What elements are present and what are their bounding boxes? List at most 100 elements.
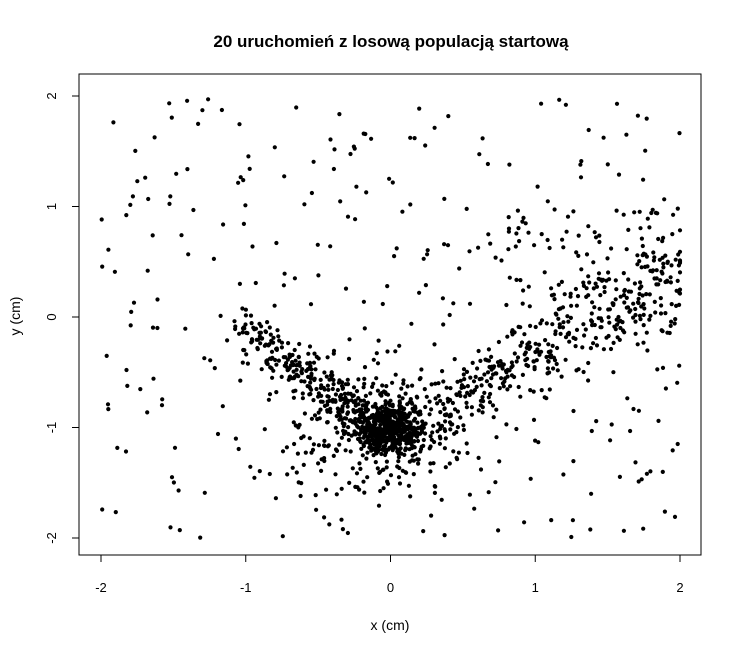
- data-point: [622, 330, 627, 335]
- data-point: [668, 280, 674, 285]
- data-point: [375, 388, 380, 393]
- data-point: [458, 393, 463, 398]
- data-point: [403, 391, 408, 396]
- data-point: [186, 252, 191, 257]
- data-point: [574, 327, 580, 332]
- data-point: [343, 286, 349, 291]
- data-point: [455, 425, 460, 430]
- data-point: [394, 246, 399, 251]
- data-point: [579, 159, 584, 164]
- data-point: [620, 320, 625, 325]
- data-point: [274, 240, 279, 246]
- data-point: [661, 265, 666, 270]
- data-point: [361, 385, 366, 390]
- data-point: [383, 399, 388, 404]
- data-point: [593, 335, 599, 341]
- data-point: [456, 450, 461, 455]
- data-point: [549, 518, 554, 523]
- data-point: [633, 460, 638, 465]
- data-point: [380, 467, 385, 472]
- data-point: [576, 233, 581, 238]
- data-point: [622, 287, 628, 293]
- data-point: [455, 457, 460, 462]
- data-point: [477, 152, 482, 157]
- data-point: [403, 434, 408, 439]
- data-point: [489, 364, 494, 369]
- data-point: [138, 387, 143, 392]
- data-point: [469, 412, 474, 417]
- data-point: [614, 101, 620, 106]
- data-point: [633, 306, 638, 312]
- data-point: [532, 367, 537, 372]
- data-point: [432, 342, 437, 347]
- data-point: [399, 430, 404, 435]
- data-point: [133, 148, 138, 153]
- data-point: [345, 530, 350, 536]
- data-point: [486, 395, 491, 400]
- data-point: [609, 422, 614, 427]
- data-point: [243, 322, 248, 327]
- data-point: [202, 356, 207, 361]
- data-point: [653, 210, 659, 215]
- data-point: [454, 430, 459, 435]
- data-point: [628, 428, 633, 434]
- data-point: [111, 120, 116, 125]
- data-point: [542, 270, 547, 275]
- data-point: [471, 379, 477, 384]
- data-point: [445, 243, 451, 248]
- data-point: [588, 527, 593, 532]
- data-point: [385, 284, 390, 289]
- data-point: [633, 331, 638, 336]
- data-point: [641, 340, 646, 345]
- data-point: [100, 264, 105, 269]
- data-point: [380, 427, 385, 432]
- data-point: [621, 528, 627, 533]
- data-point: [446, 114, 451, 119]
- data-point: [333, 425, 338, 430]
- data-point: [348, 151, 353, 157]
- data-point: [425, 248, 430, 253]
- data-point: [450, 422, 455, 427]
- data-point: [543, 338, 548, 343]
- data-point: [252, 475, 257, 480]
- data-point: [547, 354, 552, 359]
- data-point: [578, 175, 584, 180]
- data-point: [598, 293, 603, 298]
- data-point: [655, 367, 660, 372]
- data-point: [335, 387, 340, 393]
- data-point: [373, 460, 378, 465]
- data-point: [415, 438, 421, 444]
- data-point: [558, 331, 563, 336]
- data-point: [494, 407, 499, 412]
- data-point: [244, 330, 249, 335]
- data-point: [220, 404, 225, 409]
- data-point: [457, 266, 462, 271]
- data-point: [563, 102, 569, 107]
- data-point: [605, 162, 610, 167]
- data-point: [350, 466, 355, 471]
- data-point: [384, 384, 389, 389]
- data-point: [308, 364, 313, 369]
- data-point: [656, 418, 661, 423]
- data-point: [296, 425, 301, 430]
- data-point: [296, 374, 301, 379]
- data-point: [563, 357, 568, 362]
- data-point: [583, 327, 588, 332]
- data-point: [624, 132, 629, 137]
- data-point: [661, 261, 666, 266]
- data-point: [412, 136, 417, 141]
- data-point: [372, 432, 377, 437]
- data-point: [339, 383, 345, 389]
- data-point: [300, 396, 305, 401]
- data-point: [621, 293, 627, 298]
- data-point: [402, 406, 407, 411]
- data-point: [432, 125, 437, 130]
- y-axis: -2 -1 0 1 2: [44, 92, 80, 544]
- data-point: [591, 286, 596, 291]
- data-point: [146, 196, 151, 202]
- data-point: [668, 323, 673, 328]
- data-point: [443, 428, 448, 434]
- data-point: [441, 379, 446, 384]
- data-point: [448, 386, 453, 391]
- data-point: [316, 461, 321, 466]
